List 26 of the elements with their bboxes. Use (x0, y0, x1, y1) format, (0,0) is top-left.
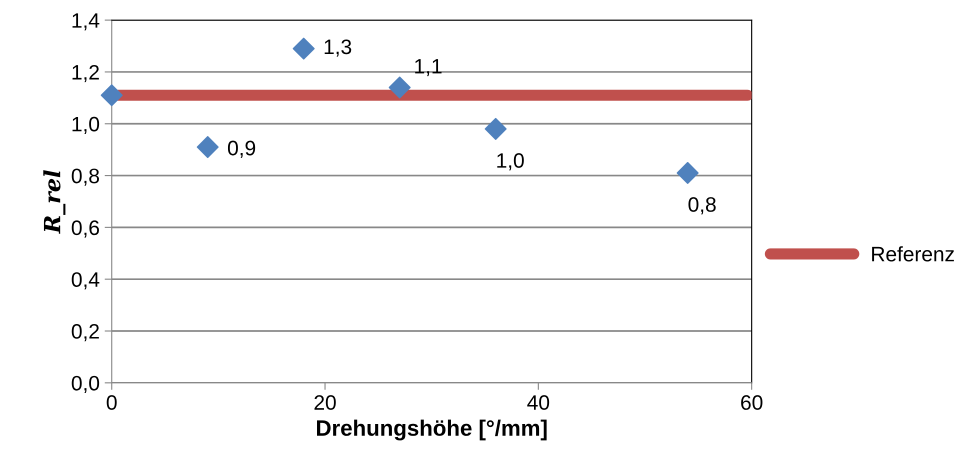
y-tick-label: 0,2 (72, 324, 99, 342)
point (292, 38, 315, 60)
point (676, 162, 699, 184)
x-tick-label: 20 (314, 395, 336, 410)
x-axis-title: Drehungshöhe [°/mm] (317, 420, 547, 440)
data-label: 1,1 (415, 59, 442, 76)
y-tick-label: 1,4 (72, 13, 100, 30)
y-tick-label: 1,0 (72, 116, 100, 134)
data-label: 1,0 (497, 153, 524, 170)
point (484, 118, 507, 140)
y-tick-label: 1,2 (72, 64, 99, 82)
point (196, 136, 219, 158)
legend-label: Referenz (872, 246, 954, 262)
x-tick-label: 0 (106, 395, 117, 410)
data-label: 0,8 (688, 197, 716, 214)
point (388, 76, 411, 98)
y-tick-label: 0,6 (72, 220, 99, 238)
data-label: 1,3 (324, 39, 352, 57)
x-tick-label: 40 (527, 395, 550, 410)
y-tick-label: 0,8 (72, 168, 100, 186)
y-tick-label: 0,4 (72, 272, 100, 290)
y-axis-title: R_rel (43, 170, 66, 234)
y-tick-label: 0,0 (72, 376, 100, 394)
x-tick-label: 60 (741, 395, 762, 410)
point (100, 84, 123, 106)
data-label: 0,9 (228, 140, 256, 158)
